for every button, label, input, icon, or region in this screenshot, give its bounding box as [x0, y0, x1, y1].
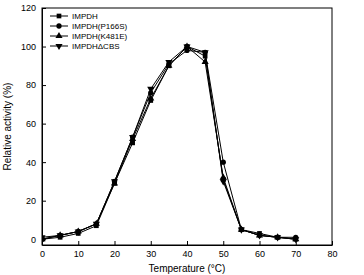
series-marker: [220, 179, 227, 185]
x-tick: 20: [110, 241, 120, 259]
y-axis: 0 20 40 60 80 100 120: [21, 3, 46, 245]
y-tick-mark: [42, 47, 46, 48]
x-tick-mark: [187, 241, 188, 245]
series-line: [42, 47, 296, 240]
y-tick-label: 40: [26, 158, 36, 168]
series-marker: [202, 50, 209, 56]
legend-label: IMPDH(P166S): [72, 22, 127, 31]
x-tick-label: 20: [110, 249, 120, 259]
y-tick-mark: [42, 124, 46, 125]
series-marker: [202, 58, 209, 64]
x-axis-title: Temperature (°C): [149, 263, 226, 274]
series-marker: [42, 235, 46, 241]
x-tick-mark: [151, 241, 152, 245]
series-marker: [93, 222, 100, 228]
series-marker: [238, 228, 245, 234]
series-marker: [165, 60, 172, 66]
legend-label: IMPDH(K481E): [72, 32, 127, 41]
series-marker: [57, 233, 64, 239]
y-tick-label: 20: [26, 196, 36, 206]
x-tick-label: 70: [291, 249, 301, 259]
legend-item: IMPDH(K481E): [50, 32, 127, 41]
x-tick: 10: [74, 241, 84, 259]
y-tick: 120: [21, 3, 46, 13]
x-axis: 0 10 20 30 40 50 60 70 80: [40, 241, 338, 259]
legend: IMPDHIMPDH(P166S)IMPDH(K481E)IMPDHΔCBS: [50, 12, 127, 51]
x-tick-label: 50: [219, 249, 229, 259]
x-tick: 50: [219, 241, 229, 259]
legend-marker: [56, 23, 61, 28]
series-marker: [183, 44, 190, 50]
x-tick-mark: [115, 241, 116, 245]
x-tick-mark: [332, 241, 333, 245]
series-marker: [129, 135, 136, 141]
y-tick-label: 0: [31, 235, 36, 245]
plot-area: 01020304050607080020406080100120IMPDHIMP…: [21, 3, 338, 259]
x-tick-label: 10: [74, 249, 84, 259]
series-line: [42, 50, 296, 239]
x-tick: 80: [327, 241, 337, 259]
y-tick: 0: [31, 235, 46, 245]
x-tick: 70: [291, 241, 301, 259]
y-tick-mark: [42, 162, 46, 163]
y-tick-mark: [42, 8, 46, 9]
legend-label: IMPDH: [72, 12, 98, 21]
x-tick: 30: [146, 241, 156, 259]
series-marker: [111, 179, 118, 185]
x-tick-label: 40: [182, 249, 192, 259]
x-tick-label: 30: [146, 249, 156, 259]
legend-marker: [57, 14, 62, 19]
y-tick: 40: [26, 158, 46, 168]
x-tick-label: 80: [327, 249, 337, 259]
series-marker: [292, 237, 299, 243]
chart: 01020304050607080020406080100120IMPDHIMP…: [0, 0, 364, 275]
x-tick-label: 0: [40, 249, 45, 259]
series-marker: [42, 235, 46, 241]
x-tick-mark: [78, 241, 79, 245]
y-tick: 80: [26, 80, 46, 90]
y-tick-mark: [42, 201, 46, 202]
x-tick: 60: [255, 241, 265, 259]
data-layer: [42, 42, 299, 243]
x-tick: 40: [182, 241, 192, 259]
series-line: [42, 47, 296, 240]
y-tick: 60: [26, 119, 46, 129]
series-line: [42, 47, 296, 240]
series-marker: [147, 87, 154, 93]
x-tick-mark: [260, 241, 261, 245]
y-axis-line: [42, 9, 43, 246]
legend-marker: [55, 32, 62, 38]
y-tick-label: 100: [21, 42, 36, 52]
legend-item: IMPDHΔCBS: [50, 42, 120, 51]
legend-item: IMPDH(P166S): [50, 22, 127, 31]
y-tick-mark: [42, 85, 46, 86]
y-tick-label: 80: [26, 80, 36, 90]
legend-item: IMPDH: [50, 12, 98, 21]
series-marker: [111, 179, 118, 185]
y-tick-label: 60: [26, 119, 36, 129]
legend-label: IMPDHΔCBS: [72, 42, 120, 51]
series-marker: [129, 135, 136, 141]
y-tick: 100: [21, 42, 46, 52]
x-axis-line: [43, 245, 333, 246]
plot-frame: [42, 8, 332, 245]
y-tick: 20: [26, 196, 46, 206]
y-axis-title: Relative activity (%): [2, 83, 13, 171]
x-tick-label: 60: [255, 249, 265, 259]
y-tick-label: 120: [21, 3, 36, 13]
x-tick-mark: [223, 241, 224, 245]
series-marker: [274, 235, 281, 241]
series-marker: [256, 233, 263, 239]
series-marker: [75, 229, 82, 235]
legend-marker: [55, 44, 62, 50]
